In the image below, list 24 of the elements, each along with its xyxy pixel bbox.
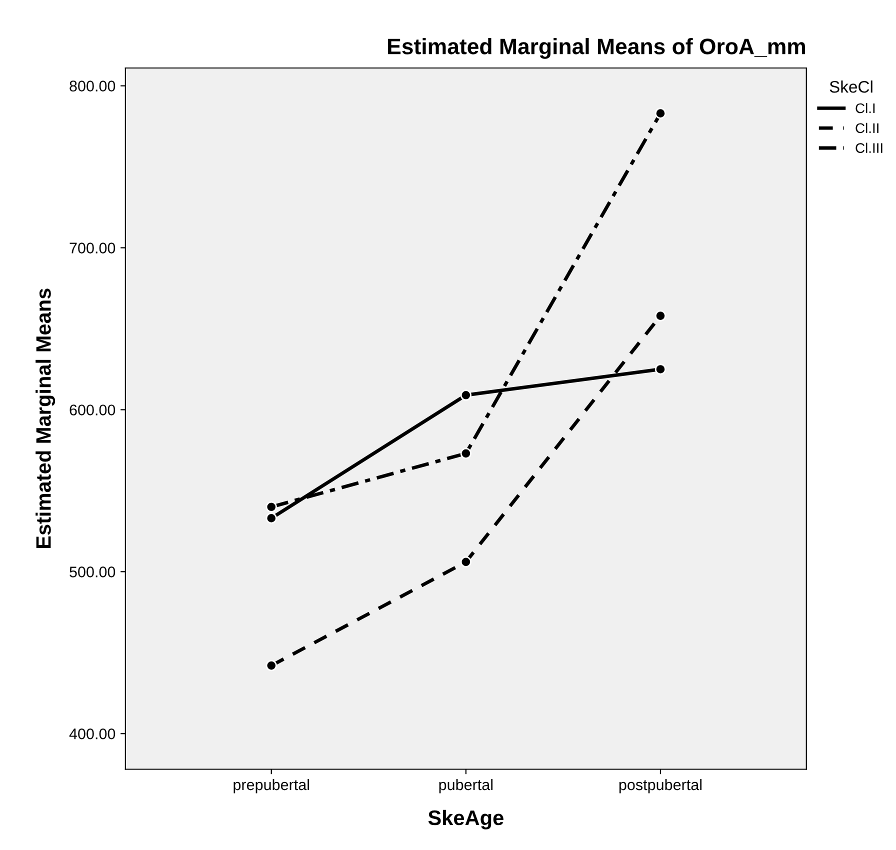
point: [654, 310, 666, 322]
legend-title: SkeCl: [830, 80, 872, 93]
chart-title: Estimated Marginal Means of OroA_mm: [388, 38, 806, 59]
point: [460, 556, 472, 568]
y-tick-label: 600.00: [70, 404, 116, 416]
x-tick-label: pubertal: [439, 778, 493, 794]
x-tick-label: postpubertal: [619, 778, 702, 794]
point: [460, 390, 472, 401]
y-tick-label: 400.00: [69, 728, 116, 740]
y-tick-label: 500.00: [70, 566, 116, 578]
x-axis-title: SkeAge: [428, 810, 504, 830]
x-tick-label: prepubertal: [234, 778, 309, 794]
point: [266, 512, 277, 524]
point: [266, 660, 277, 672]
legend-label: Cl.I: [856, 102, 875, 114]
point: [266, 501, 277, 512]
point: [654, 108, 666, 119]
point: [460, 448, 472, 459]
y-axis-title: Estimated Marginal Means: [36, 288, 56, 548]
y-tick-label: 700.00: [70, 242, 116, 254]
legend-label: Cl.III: [856, 142, 882, 153]
legend-label: Cl.II: [856, 122, 878, 134]
y-tick-label: 800.00: [70, 80, 116, 92]
point: [654, 364, 666, 375]
